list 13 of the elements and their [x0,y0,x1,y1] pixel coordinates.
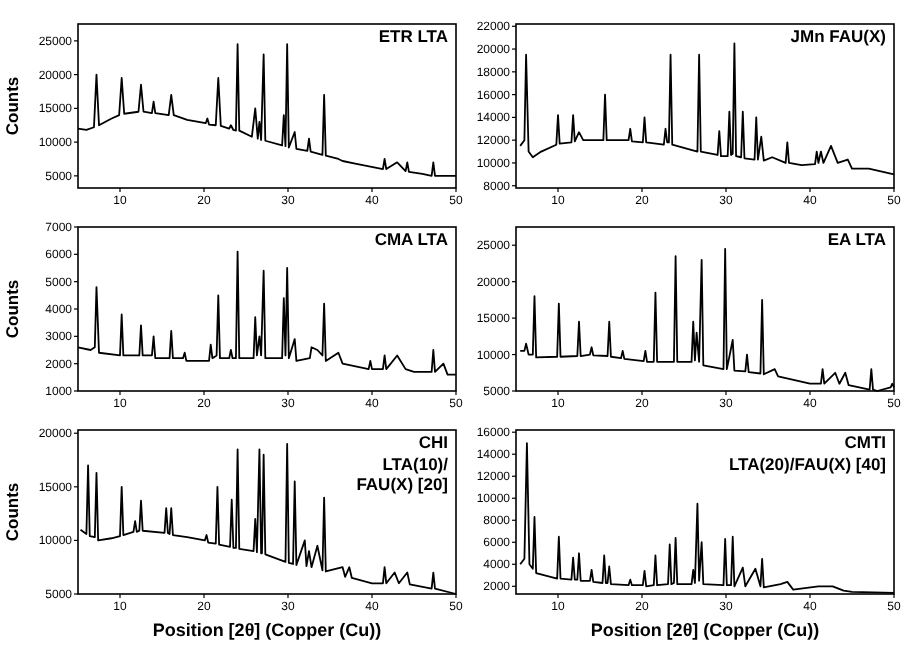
chart-title: CHI [418,432,448,452]
chart-title: CMA LTA [374,229,448,249]
text: LTA(10)/ FAU(X) [20] [356,454,450,494]
chart-title: JMn FAU(X) [790,26,887,46]
x-axis-title: Position [2θ] (Copper (Cu)) [590,620,820,640]
chart-title: EA LTA [827,229,886,249]
chart-title: CMTI [844,432,886,452]
chart-title: ETR LTA [378,26,448,46]
y-axis-title: Counts [2,76,22,136]
y-axis-title: Counts [2,279,22,339]
y-axis-title: Counts [2,482,22,542]
x-axis-title: Position [2θ] (Copper (Cu)) [152,620,382,640]
text: LTA(20)/FAU(X) [40] [728,454,887,474]
